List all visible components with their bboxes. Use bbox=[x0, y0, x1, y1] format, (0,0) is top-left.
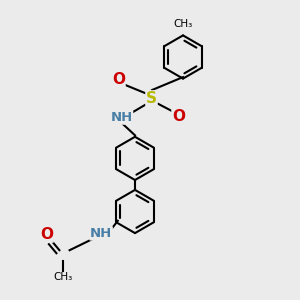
Text: CH₃: CH₃ bbox=[173, 20, 193, 29]
Text: NH: NH bbox=[90, 227, 112, 240]
Text: O: O bbox=[40, 227, 53, 242]
Text: S: S bbox=[146, 91, 157, 106]
Text: O: O bbox=[112, 72, 125, 87]
Text: O: O bbox=[172, 109, 185, 124]
Text: NH: NH bbox=[110, 111, 133, 124]
Text: CH₃: CH₃ bbox=[53, 272, 73, 283]
